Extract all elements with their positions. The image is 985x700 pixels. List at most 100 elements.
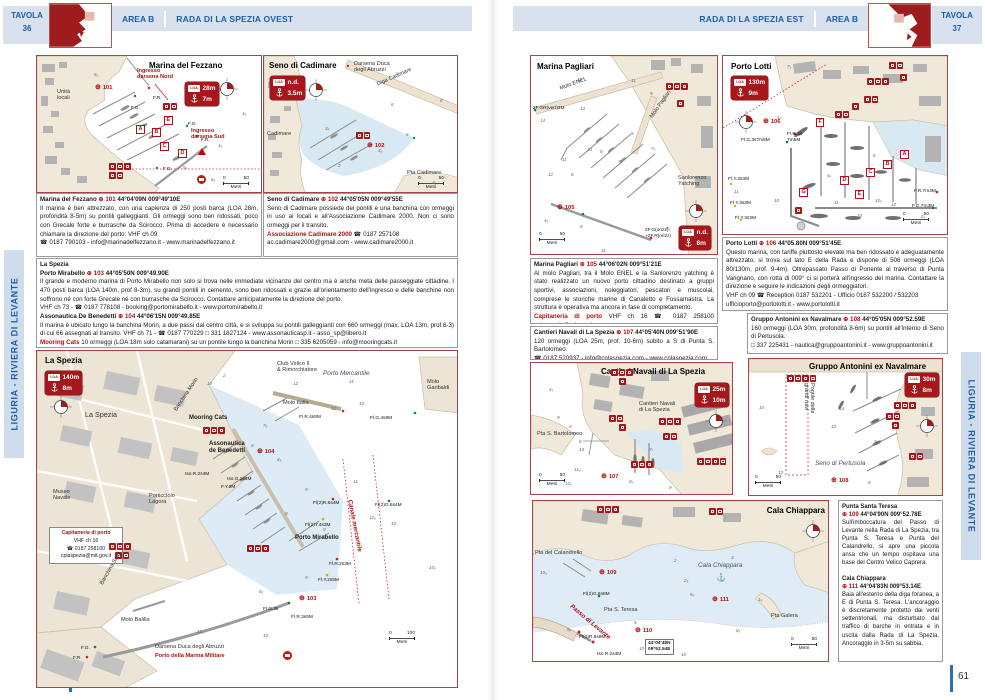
map-label: 10 xyxy=(587,147,593,152)
service-icon xyxy=(871,96,878,103)
header-separator xyxy=(164,10,167,27)
map-label: 2 xyxy=(338,163,341,168)
map-la-spezia: LOA 140m 8m Capitaneria di porto VHF ch 16 ☎… xyxy=(36,350,458,688)
text-segment: Cantieri Navali di La Spezia xyxy=(534,329,617,336)
map-label: 4₅ xyxy=(378,148,383,153)
map-label: Iso.R.2s4M xyxy=(597,652,622,657)
berth-icon: LOA xyxy=(908,375,920,383)
service-icon xyxy=(109,543,116,550)
map-cantieri-navali: LOA 25m 10m 0 50 Metri Cantieri Navali di La… xyxy=(530,362,733,495)
map-label: 11 xyxy=(734,189,739,194)
scale-bar xyxy=(418,182,444,185)
text-gruppo-antonini: Gruppo Antonini ex Navalmare ⊕ 108 44°05… xyxy=(747,313,948,354)
service-icon xyxy=(597,506,604,513)
service-icon xyxy=(210,427,217,434)
map-label: Club Velico Il & Rimorchiatore xyxy=(277,361,318,374)
text-segment: 44°04'09N 009°49'10E xyxy=(117,196,181,203)
scale-numbers: 0 50 xyxy=(418,176,444,181)
map-label: 11 xyxy=(601,248,606,253)
map-thumbnail-left xyxy=(49,3,112,48)
map-label: 6₅ xyxy=(94,72,99,77)
map-label: Pta Galera xyxy=(771,613,798,619)
tavola-label: TAVOLA xyxy=(941,11,973,20)
loa-value: 30m xyxy=(922,375,936,383)
page-title-left: RADA DI LA SPEZIA OVEST xyxy=(176,13,294,24)
map-label: 9 xyxy=(669,485,672,490)
map-label: 7₅ xyxy=(263,423,268,428)
pier-letter: B xyxy=(883,160,892,170)
service-icon xyxy=(616,415,623,422)
map-label: 13 xyxy=(580,106,586,111)
map-scale: 0 50 Metri xyxy=(755,475,781,490)
service-icon xyxy=(681,83,688,90)
scale-numbers: 0 50 xyxy=(539,232,565,237)
map-label: Fl.Y.3s3M xyxy=(728,177,749,182)
anchor-glyph xyxy=(275,88,283,97)
info-box: LOA 25m 10m xyxy=(695,383,729,407)
text-segment: ⊕ 101 xyxy=(98,196,118,203)
map-label: 1₅ xyxy=(758,597,763,602)
map-label: 4₅ xyxy=(544,218,549,223)
map-label: 7₅ xyxy=(651,146,656,151)
text-segment: 44°05'40N 009°51'90E xyxy=(635,329,699,336)
service-icon xyxy=(124,543,131,550)
service-icons xyxy=(835,111,849,118)
map-label: 11₅ xyxy=(574,467,581,472)
loa-value: 25m xyxy=(712,385,726,393)
map-label: Fl(2)G.6s4M xyxy=(375,503,402,508)
map-label: 10 xyxy=(359,401,365,406)
map-graphic xyxy=(37,56,261,192)
depth-value: 8m xyxy=(62,384,72,392)
tavola-number: 36 xyxy=(22,23,32,33)
text-segment: Capitaneria di porto xyxy=(534,313,609,321)
map-label: Ingresso darsena Nord xyxy=(137,68,174,81)
map-label: 10 xyxy=(774,198,780,203)
scale-numbers: 0 50 xyxy=(903,212,929,217)
scale-bar xyxy=(755,481,781,484)
map-label: 8 xyxy=(580,224,583,229)
map-label: Ingresso darsena Sud xyxy=(191,128,225,141)
text-segment: ⊕ 108 xyxy=(843,316,863,323)
map-label: 4₅ xyxy=(827,173,832,178)
map-label: Seno di Pertusola xyxy=(815,460,866,467)
map-gruppo-antonini: LOA 30m 8m 0 50 Metri Gruppo Antonini ex Nav… xyxy=(748,358,943,496)
compass-rose xyxy=(215,77,239,101)
map-label: Porto Mercantile xyxy=(323,370,370,377)
map-label: Fl(2)G.6s8M xyxy=(583,592,610,597)
service-icons xyxy=(852,103,859,110)
map-label: 11₅ xyxy=(197,629,204,634)
service-icon xyxy=(893,413,900,420)
loa-row: LOA 28m xyxy=(188,84,216,92)
info-box: LOA n.d. 3.5m xyxy=(270,76,306,100)
service-icon xyxy=(116,163,123,170)
text-segment: 44°05.80N 009°51'45E xyxy=(777,240,842,247)
service-icon xyxy=(626,369,633,376)
map-label: Molo Garibaldi xyxy=(427,379,450,392)
map-label: 8 xyxy=(579,439,582,444)
map-label: 5 xyxy=(634,620,637,625)
service-icon xyxy=(170,103,177,110)
service-icons xyxy=(163,103,177,110)
service-icon xyxy=(894,402,901,409)
text-la-spezia: La Spezia Porto Mirabello ⊕ 103 44°05'50N… xyxy=(36,258,458,348)
tavola-number: 37 xyxy=(952,23,962,33)
map-label: 44°04'48N 09°52.54E xyxy=(645,639,674,656)
map-label: 10 xyxy=(391,521,397,526)
anchor-icon xyxy=(48,383,60,393)
map-label: 2F.GR(vert)3M xyxy=(533,106,565,111)
map-label: Fl(2)R.6s4M xyxy=(313,501,340,506)
service-icons xyxy=(795,207,802,214)
service-icon xyxy=(787,375,794,382)
service-icon xyxy=(631,461,638,468)
text-segment: ⊕ 107 xyxy=(616,329,636,336)
map-label: Fl.Y.2s5M xyxy=(318,578,339,583)
info-box: LOA 140m 8m xyxy=(45,371,83,395)
map-label: Molo Italia xyxy=(283,400,309,406)
service-icons xyxy=(109,163,131,170)
depth-row: 8m xyxy=(682,238,708,248)
thumbnail-coast-graphic xyxy=(50,4,111,47)
map-label: 10 xyxy=(778,470,784,475)
service-icon xyxy=(795,207,802,214)
scale-unit: Metri xyxy=(425,184,437,190)
